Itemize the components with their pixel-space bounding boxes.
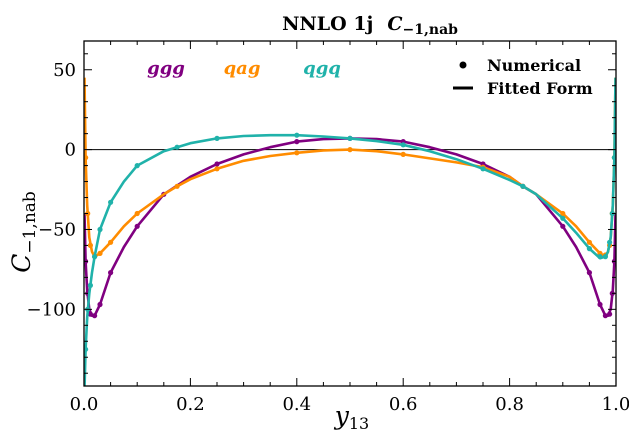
x-tick-label: 1.0 <box>602 394 629 415</box>
series-label-ggg: ggg <box>147 58 185 79</box>
x-tick-label: 0.2 <box>176 394 205 415</box>
data-point-qgq-11 <box>400 142 406 148</box>
y-tick-label: −100 <box>27 299 76 320</box>
data-point-qag-7 <box>174 183 180 189</box>
data-point-qag-14 <box>560 210 566 217</box>
series-label-qgq: qgq <box>303 58 341 79</box>
chart-title-subscript: −1,nab <box>403 22 459 38</box>
legend-numerical-label: Numerical <box>487 56 581 75</box>
y-axis-label-sub: −1,nab <box>20 191 40 254</box>
y-tick-label: −50 <box>38 219 76 240</box>
data-point-ggg-16 <box>597 301 603 308</box>
data-point-ggg-5 <box>108 270 114 276</box>
fitted-curve-ggg <box>84 137 616 317</box>
data-point-qag-0 <box>84 155 89 161</box>
data-point-qgq-7 <box>174 144 180 150</box>
data-point-qgq-18 <box>607 239 613 245</box>
data-point-qgq-4 <box>97 226 103 233</box>
legend-fitted-label: Fitted Form <box>487 79 593 98</box>
y-axis-label-symbol: C <box>7 254 36 273</box>
data-point-qgq-12 <box>480 166 486 172</box>
fitted-curve-qag <box>84 77 616 258</box>
chart-title: NNLO 1j C−1,nab <box>282 13 458 38</box>
data-point-qag-5 <box>108 239 114 245</box>
x-tick-label: 0.8 <box>495 394 524 415</box>
data-point-qgq-3 <box>92 254 98 260</box>
chart-title-prefix: NNLO 1j <box>282 13 373 35</box>
data-point-qag-10 <box>347 147 353 153</box>
data-point-qgq-6 <box>134 163 140 169</box>
data-point-qgq-9 <box>294 132 300 138</box>
data-point-ggg-15 <box>586 270 593 276</box>
data-point-qag-9 <box>294 150 300 156</box>
series-label-qag: qag <box>224 58 261 79</box>
data-point-ggg-8 <box>214 161 220 167</box>
data-point-qag-2 <box>87 242 93 248</box>
data-point-ggg-18 <box>607 311 613 317</box>
x-tick-label: 0.4 <box>282 394 311 415</box>
data-point-qgq-5 <box>108 199 114 205</box>
x-tick-label: 0.6 <box>389 394 418 415</box>
data-point-qgq-17 <box>602 254 609 260</box>
y-axis-label: C−1,nab <box>7 191 40 273</box>
data-point-ggg-6 <box>134 223 140 229</box>
data-point-qgq-13 <box>520 183 526 189</box>
data-point-qgq-8 <box>214 135 220 141</box>
data-point-ggg-4 <box>97 301 103 308</box>
y-tick-label: 50 <box>53 60 76 81</box>
x-axis-label: y13 <box>334 401 369 433</box>
data-point-ggg-17 <box>602 313 609 319</box>
data-point-qgq-10 <box>347 135 353 141</box>
data-point-qgq-14 <box>560 215 566 221</box>
y-tick-label: 0 <box>65 140 76 161</box>
legend-numerical-marker <box>459 61 467 69</box>
data-point-ggg-2 <box>87 311 93 317</box>
data-point-qag-4 <box>97 250 103 256</box>
data-point-qgq-0 <box>84 346 89 352</box>
data-point-ggg-3 <box>92 313 98 319</box>
data-point-qag-11 <box>400 151 406 157</box>
plot-area: 0.0 0.2 0.4 0.6 0.8 1.0 50 0 −50 −100 <box>27 40 629 415</box>
data-point-qag-6 <box>134 210 140 217</box>
data-point-qgq-20 <box>611 155 616 161</box>
data-point-qag-15 <box>586 239 593 245</box>
legend: Numerical Fitted Form <box>453 56 593 98</box>
x-tick-label: 0.0 <box>70 394 99 415</box>
data-point-ggg-14 <box>560 223 566 229</box>
fitted-curve-qgq <box>84 77 616 386</box>
data-point-qgq-16 <box>597 254 603 260</box>
x-axis-label-sub: 13 <box>349 414 369 433</box>
data-point-ggg-9 <box>294 139 300 145</box>
chart-title-symbol: C <box>387 13 402 35</box>
x-axis-label-symbol: y <box>334 401 350 430</box>
data-point-qgq-2 <box>87 282 93 288</box>
data-point-qgq-15 <box>586 246 593 252</box>
data-point-qag-8 <box>214 166 220 172</box>
